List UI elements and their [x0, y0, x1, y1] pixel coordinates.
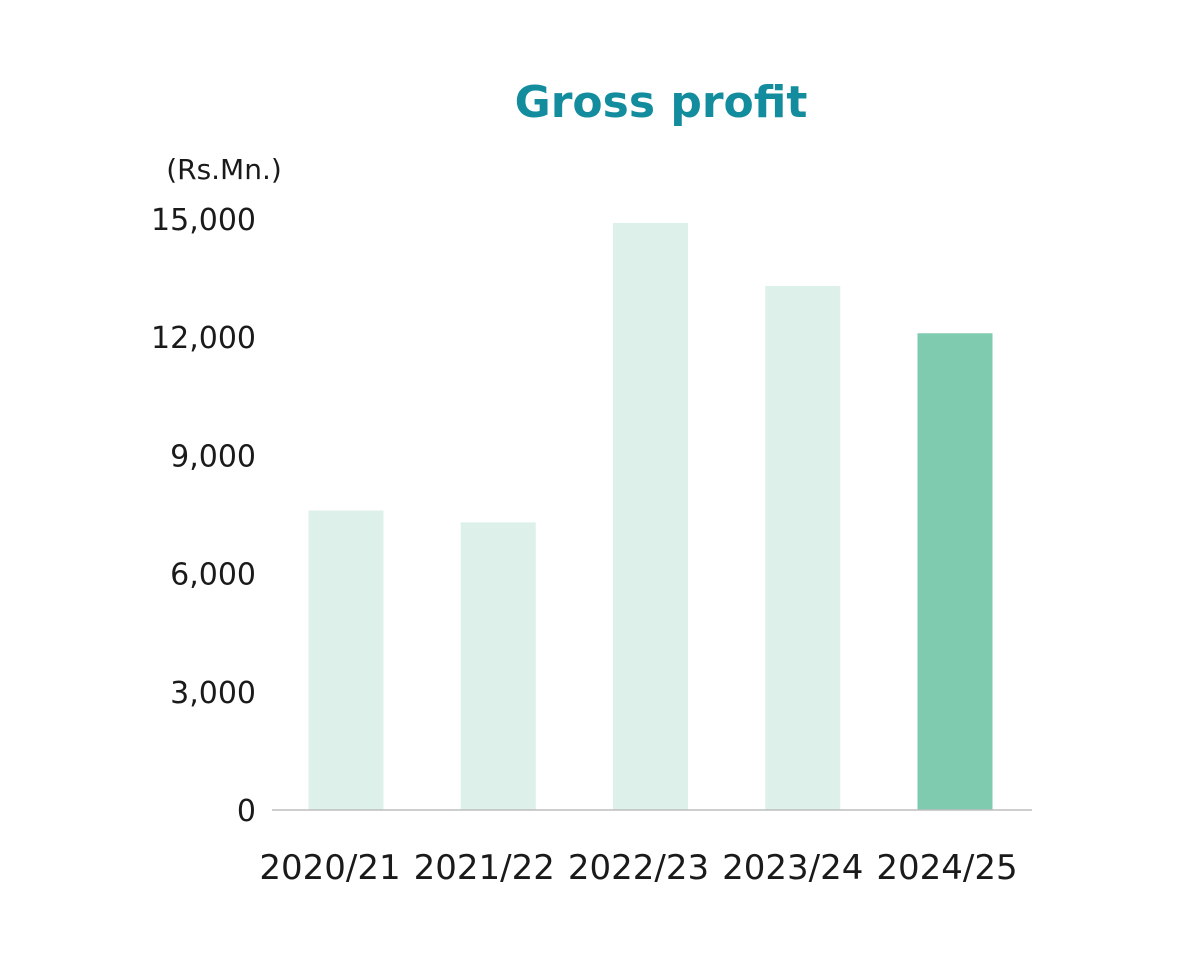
- bar: [308, 510, 384, 810]
- y-tick-label: 6,000: [170, 558, 256, 593]
- x-category-label: 2023/24: [722, 848, 863, 888]
- bar: [917, 333, 993, 810]
- y-tick-label: 15,000: [151, 203, 256, 238]
- x-axis-category-labels: 2020/21 2021/22 2022/23 2023/24 2024/25: [259, 848, 1017, 888]
- bar: [613, 222, 688, 810]
- y-tick-label: 3,000: [170, 676, 256, 711]
- y-tick-label: 12,000: [151, 321, 256, 356]
- x-category-label: 2022/23: [568, 848, 709, 888]
- bar: [460, 522, 536, 810]
- bar-series: [308, 222, 993, 811]
- bar: [765, 285, 841, 811]
- y-tick-label: 9,000: [170, 439, 256, 474]
- x-category-label: 2024/25: [876, 848, 1017, 888]
- x-category-label: 2021/22: [414, 848, 555, 888]
- y-axis-tick-labels: 0 3,000 6,000 9,000 12,000 15,000: [151, 203, 256, 829]
- y-axis-unit-label: (Rs.Mn.): [166, 153, 282, 186]
- x-category-label: 2020/21: [259, 848, 400, 888]
- chart-title: Gross profit: [515, 77, 808, 128]
- y-tick-label: 0: [237, 794, 256, 829]
